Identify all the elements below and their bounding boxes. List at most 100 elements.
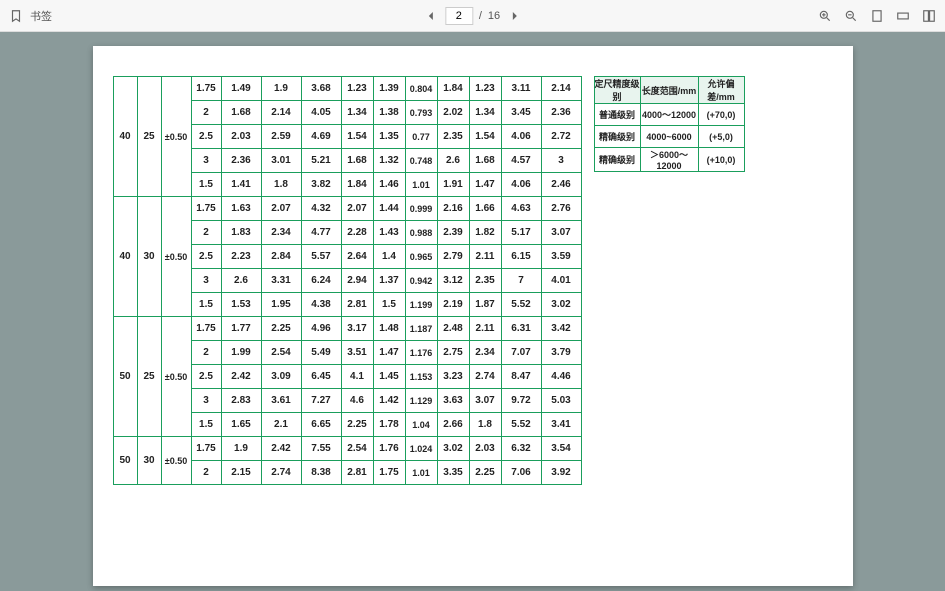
data-cell: 6.31 [501, 317, 541, 341]
data-cell: 1.91 [437, 173, 469, 197]
data-cell: 9.72 [501, 389, 541, 413]
data-cell: 2.02 [437, 101, 469, 125]
group-cell: 25 [137, 77, 161, 197]
fit-width-icon[interactable] [895, 8, 911, 24]
data-cell: 1.82 [469, 221, 501, 245]
data-cell: 7.07 [501, 341, 541, 365]
table-row: 普通级别4000～12000(+70,0) [594, 104, 744, 126]
group-cell: 25 [137, 317, 161, 437]
data-cell: 4.57 [501, 149, 541, 173]
data-cell: 1.68 [341, 149, 373, 173]
group-cell: 50 [113, 317, 137, 437]
data-cell: 2.79 [437, 245, 469, 269]
data-cell: 1.44 [373, 197, 405, 221]
data-cell: 2 [191, 221, 221, 245]
data-cell: 4.63 [501, 197, 541, 221]
data-cell: 1.41 [221, 173, 261, 197]
data-cell: 1.199 [405, 293, 437, 317]
group-cell: 40 [113, 77, 137, 197]
data-cell: 5.57 [301, 245, 341, 269]
data-cell: 2.16 [437, 197, 469, 221]
group-cell: 30 [137, 197, 161, 317]
table-row: 5025±0.501.751.772.254.963.171.481.1872.… [113, 317, 581, 341]
data-cell: 2.14 [261, 101, 301, 125]
data-cell: 2.5 [191, 125, 221, 149]
data-cell: 2.94 [341, 269, 373, 293]
data-cell: (+10,0) [698, 148, 744, 172]
document-page: 4025±0.501.751.491.93.681.231.390.8041.8… [93, 46, 853, 586]
data-cell: 2.74 [469, 365, 501, 389]
data-cell: 2.6 [437, 149, 469, 173]
data-cell: 2.15 [221, 461, 261, 485]
data-cell: 8.38 [301, 461, 341, 485]
data-cell: 1.68 [469, 149, 501, 173]
data-cell: 3.45 [501, 101, 541, 125]
data-cell: 2.74 [261, 461, 301, 485]
tolerance-table: 定尺精度级别长度范围/mm允许偏差/mm普通级别4000～12000(+70,0… [594, 76, 745, 172]
data-cell: 2.42 [261, 437, 301, 461]
data-cell: 2.25 [341, 413, 373, 437]
group-cell: ±0.50 [161, 77, 191, 197]
data-cell: 2.03 [221, 125, 261, 149]
data-cell: 2.19 [437, 293, 469, 317]
data-cell: 3.54 [541, 437, 581, 461]
data-cell: 2.48 [437, 317, 469, 341]
data-cell: 1.34 [469, 101, 501, 125]
data-cell: 1.75 [373, 461, 405, 485]
data-cell: 1.75 [191, 437, 221, 461]
data-cell: 1.5 [191, 293, 221, 317]
column-header: 定尺精度级别 [594, 77, 640, 104]
data-cell: 2.11 [469, 317, 501, 341]
data-cell: 3.35 [437, 461, 469, 485]
data-cell: 2.25 [261, 317, 301, 341]
data-cell: 3.51 [341, 341, 373, 365]
data-cell: 1.8 [261, 173, 301, 197]
data-cell: 3 [541, 149, 581, 173]
data-cell: 1.38 [373, 101, 405, 125]
column-header: 允许偏差/mm [698, 77, 744, 104]
data-cell: 2.66 [437, 413, 469, 437]
data-cell: 1.4 [373, 245, 405, 269]
data-cell: 1.5 [191, 173, 221, 197]
data-cell: 1.65 [221, 413, 261, 437]
table-header-row: 定尺精度级别长度范围/mm允许偏差/mm [594, 77, 744, 104]
data-cell: 0.804 [405, 77, 437, 101]
next-page-icon[interactable] [506, 8, 522, 24]
group-cell: 50 [113, 437, 137, 485]
data-cell: 1.99 [221, 341, 261, 365]
data-cell: 6.45 [301, 365, 341, 389]
data-cell: 3.42 [541, 317, 581, 341]
data-cell: 1.129 [405, 389, 437, 413]
data-cell: 1.68 [221, 101, 261, 125]
data-cell: 4.96 [301, 317, 341, 341]
page-total: 16 [488, 10, 500, 22]
data-cell: 3.92 [541, 461, 581, 485]
table-row: 4025±0.501.751.491.93.681.231.390.8041.8… [113, 77, 581, 101]
data-cell: 2.81 [341, 293, 373, 317]
data-cell: 2.28 [341, 221, 373, 245]
data-cell: 普通级别 [594, 104, 640, 126]
data-cell: 2.1 [261, 413, 301, 437]
data-cell: 1.46 [373, 173, 405, 197]
data-cell: 1.95 [261, 293, 301, 317]
prev-page-icon[interactable] [423, 8, 439, 24]
data-cell: 4.06 [501, 173, 541, 197]
page-number-input[interactable] [445, 7, 473, 25]
data-cell: 1.01 [405, 173, 437, 197]
specification-table: 4025±0.501.751.491.93.681.231.390.8041.8… [113, 76, 582, 485]
zoom-out-icon[interactable] [843, 8, 859, 24]
data-cell: 4000～12000 [640, 104, 698, 126]
data-cell: 2.5 [191, 365, 221, 389]
data-cell: 1.39 [373, 77, 405, 101]
data-cell: 0.988 [405, 221, 437, 245]
data-cell: 2.35 [469, 269, 501, 293]
zoom-in-icon[interactable] [817, 8, 833, 24]
bookmark-panel-icon[interactable] [8, 8, 24, 24]
fit-page-icon[interactable] [869, 8, 885, 24]
data-cell: 1.5 [191, 413, 221, 437]
data-cell: 2.34 [469, 341, 501, 365]
bookmark-label: 书签 [30, 8, 52, 24]
view-mode-icon[interactable] [921, 8, 937, 24]
data-cell: 0.793 [405, 101, 437, 125]
group-cell: ±0.50 [161, 197, 191, 317]
